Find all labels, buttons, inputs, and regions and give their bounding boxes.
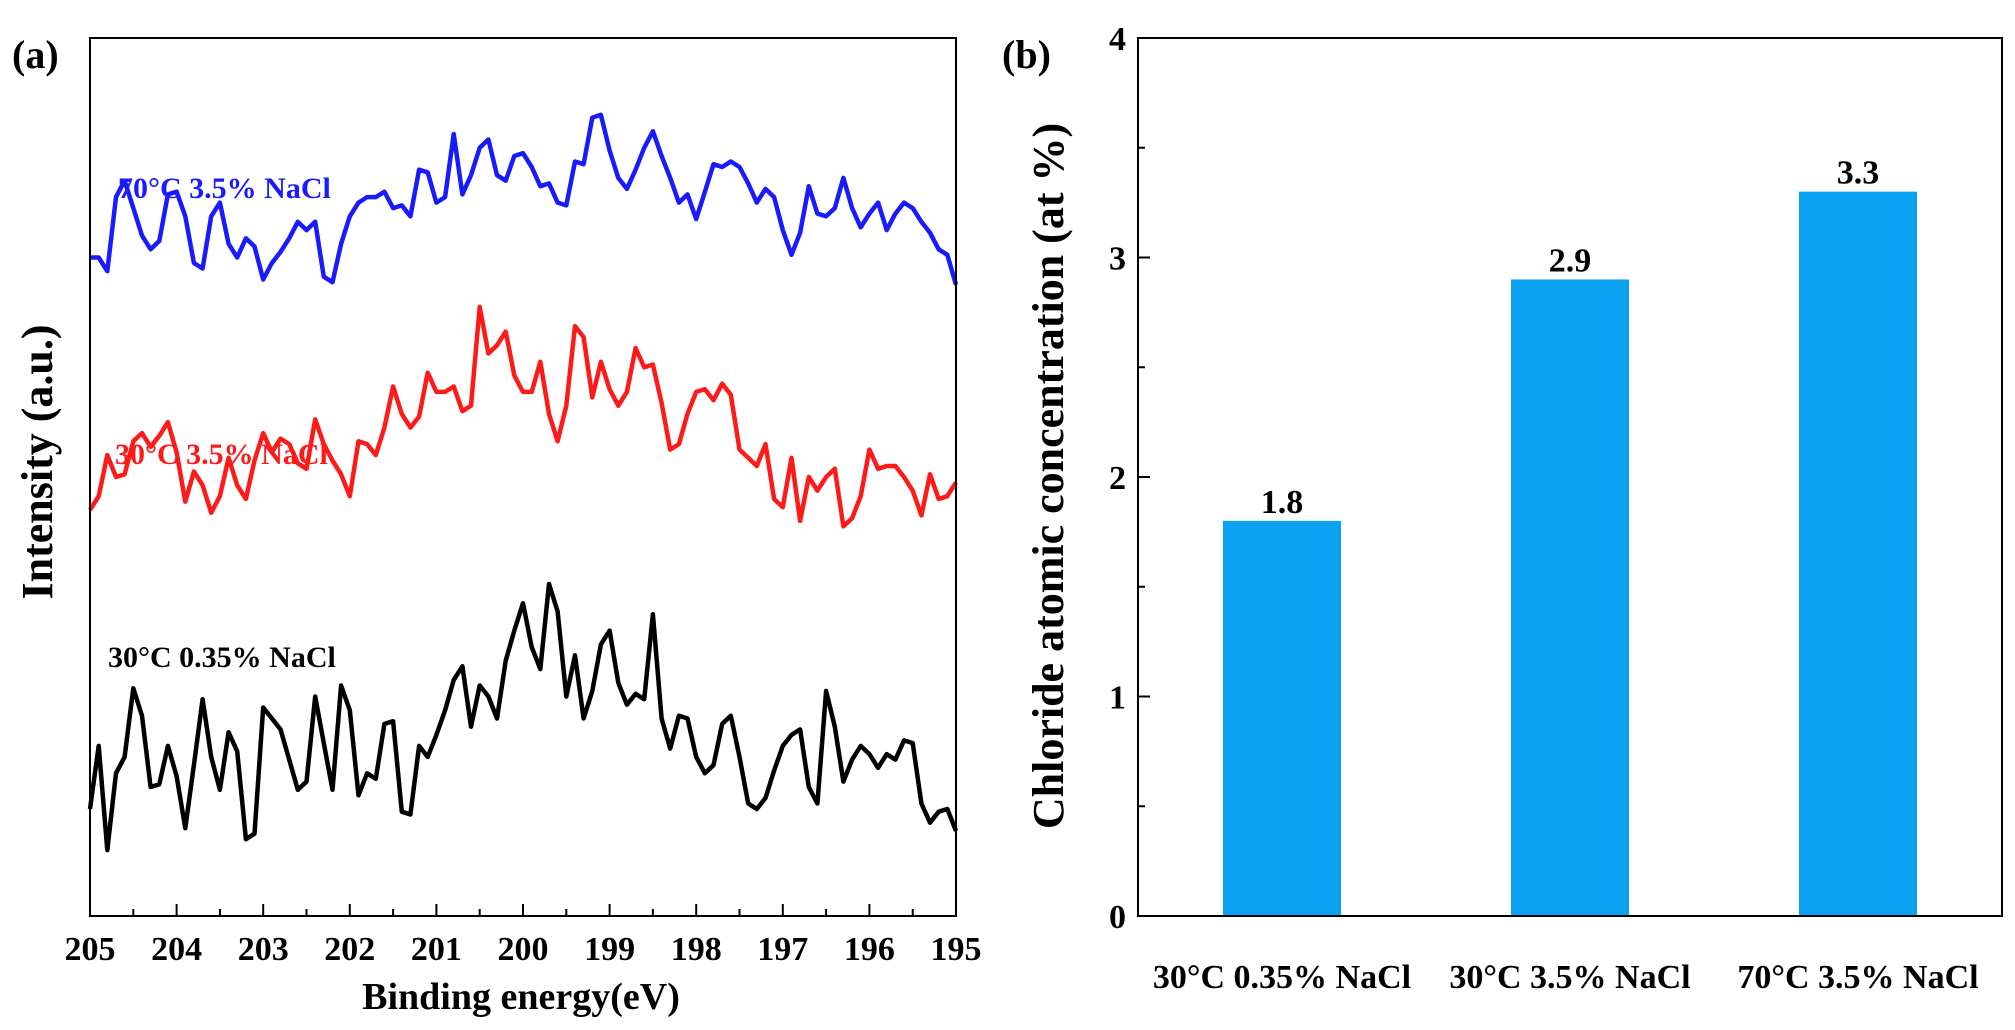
x-tick-label-9: 196 bbox=[844, 931, 895, 968]
panel-b-y-axis-title: Chloride atomic concentration (at %) bbox=[1024, 123, 1073, 829]
x-tick-label-5: 200 bbox=[498, 931, 549, 968]
x-tick-label-3: 202 bbox=[324, 931, 375, 968]
panel-a-y-axis-title: Intensity (a.u.) bbox=[13, 324, 62, 599]
series-label-2: 30°C 0.35% NaCl bbox=[108, 641, 336, 674]
panel-a-series-labels: 70°C 3.5% NaCl 30°C 3.5% NaCl 30°C 0.35% N… bbox=[108, 172, 336, 674]
bar-value-label-0: 1.8 bbox=[1261, 484, 1304, 521]
x-tick-label-10: 195 bbox=[931, 931, 982, 968]
bar-0 bbox=[1223, 520, 1341, 916]
y-tick-label-4: 4 bbox=[1109, 21, 1126, 58]
x-tick-label-7: 198 bbox=[671, 931, 722, 968]
panel-b-y-ticks: 0 1 2 3 4 bbox=[1109, 21, 1150, 936]
bar-value-label-2: 3.3 bbox=[1837, 155, 1880, 192]
panel-b-frame bbox=[1137, 37, 2003, 917]
y-tick-label-2: 2 bbox=[1109, 460, 1126, 497]
panel-b-bars: 1.8 2.9 3.3 bbox=[1223, 155, 1917, 916]
panel-b-category-labels: 30°C 0.35% NaCl 30°C 3.5% NaCl 70°C 3.5% N… bbox=[1153, 959, 1979, 996]
panel-a: (a) Intensity (a.u.) 205 204 203 202 201 200 1… bbox=[12, 32, 982, 1018]
category-label-2: 70°C 3.5% NaCl bbox=[1737, 959, 1978, 996]
spectrum-line-2 bbox=[87, 581, 959, 853]
x-tick-label-8: 197 bbox=[757, 931, 808, 968]
y-tick-label-0: 0 bbox=[1109, 899, 1126, 936]
bar-value-label-1: 2.9 bbox=[1549, 242, 1592, 279]
panel-a-series-group bbox=[87, 112, 959, 853]
category-label-1: 30°C 3.5% NaCl bbox=[1449, 959, 1690, 996]
panel-a-frame bbox=[89, 37, 957, 917]
panel-b: (b) Chloride atomic concentration (at %)… bbox=[1002, 21, 2003, 996]
series-label-1: 30°C 3.5% NaCl bbox=[115, 438, 328, 471]
spectrum-line-1 bbox=[88, 304, 958, 529]
y-tick-label-3: 3 bbox=[1109, 241, 1126, 278]
x-tick-label-1: 204 bbox=[151, 931, 202, 968]
panel-a-x-axis-title: Binding energy(eV) bbox=[362, 976, 680, 1018]
x-tick-label-6: 199 bbox=[584, 931, 635, 968]
panel-b-label: (b) bbox=[1002, 32, 1051, 77]
y-tick-label-1: 1 bbox=[1109, 680, 1126, 717]
x-tick-label-4: 201 bbox=[411, 931, 462, 968]
bar-1 bbox=[1511, 279, 1629, 916]
spectrum-line-0 bbox=[90, 112, 959, 286]
x-tick-label-2: 203 bbox=[238, 931, 289, 968]
series-label-0: 70°C 3.5% NaCl bbox=[118, 172, 331, 205]
x-tick-label-0: 205 bbox=[65, 931, 116, 968]
category-label-0: 30°C 0.35% NaCl bbox=[1153, 959, 1411, 996]
bar-2 bbox=[1799, 191, 1917, 916]
panel-a-x-ticks: 205 204 203 202 201 200 199 198 197 196 195 bbox=[65, 904, 982, 968]
panel-a-label: (a) bbox=[12, 32, 59, 77]
